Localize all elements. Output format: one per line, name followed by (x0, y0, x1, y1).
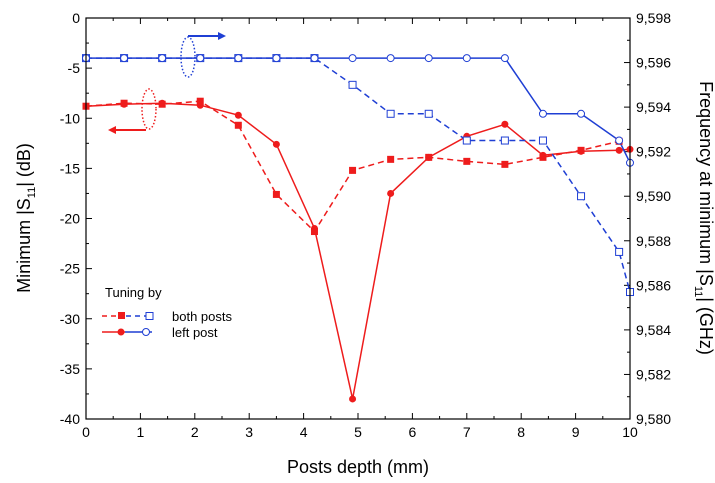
y-axis-right-title: Frequency at minimum |S11| (GHz) (692, 81, 715, 355)
data-point-both-posts-freq (615, 247, 624, 256)
legend-label-left-post: left post (172, 325, 218, 340)
data-point-both-posts-s11 (196, 97, 204, 105)
data-point-left-post-s11 (387, 189, 395, 197)
data-point-left-post-freq (348, 54, 357, 63)
data-point-both-posts-freq (386, 109, 395, 118)
data-point-left-post-freq (577, 109, 586, 118)
data-point-left-post-s11 (196, 101, 204, 109)
y-left-tick-label: -20 (60, 211, 80, 227)
legend-label-both-posts: both posts (172, 309, 232, 324)
legend-swatch-left-post-s11 (117, 328, 125, 336)
data-point-left-post-s11 (349, 395, 357, 403)
x-tick-label: 3 (245, 424, 253, 440)
series-line-left-post-s11 (85, 102, 631, 400)
y-left-tick-label: 0 (72, 10, 80, 26)
y-right-tick-label: 9,580 (636, 411, 671, 427)
data-point-both-posts-s11 (272, 190, 280, 198)
data-point-both-posts-s11 (349, 166, 357, 174)
series-line-both-posts-s11 (85, 100, 620, 233)
data-point-left-post-s11 (272, 140, 280, 148)
y-right-tick-label: 9,590 (636, 188, 671, 204)
data-point-left-post-s11 (158, 99, 166, 107)
data-point-both-posts-freq (424, 109, 433, 118)
x-tick-label: 2 (191, 424, 199, 440)
legend: Tuning by both posts left post (102, 285, 232, 340)
x-tick-label: 7 (463, 424, 471, 440)
legend-swatch-both-posts-freq (145, 312, 154, 320)
data-point-left-post-freq (234, 54, 243, 63)
data-point-left-post-s11 (615, 146, 623, 154)
data-point-left-post-freq (196, 54, 205, 63)
y-left-tick-label: -30 (60, 311, 80, 327)
y-left-tick-label: -15 (60, 160, 80, 176)
x-tick-label: 8 (517, 424, 525, 440)
data-point-both-posts-freq (538, 136, 547, 145)
data-point-both-posts-freq (462, 136, 471, 145)
y-left-tick-label: -5 (68, 60, 81, 76)
y-right-tick-label: 9,596 (636, 55, 671, 71)
y-right-tick-label: 9,586 (636, 277, 671, 293)
y-left-tick-label: -35 (60, 361, 80, 377)
legend-title: Tuning by (105, 285, 162, 300)
left-axis-indicator (108, 88, 157, 134)
data-point-left-post-freq (272, 54, 281, 63)
y-left-tick-label: -25 (60, 261, 80, 277)
data-point-left-post-freq (120, 54, 129, 63)
y-left-tick-label: -10 (60, 110, 80, 126)
series-line-both-posts-freq (86, 57, 631, 293)
y-left-tick-label: -40 (60, 411, 80, 427)
y-right-tick-label: 9,594 (636, 99, 671, 115)
data-point-left-post-s11 (501, 120, 509, 128)
data-point-left-post-freq (424, 54, 433, 63)
legend-entry-left-post: left post (102, 325, 218, 340)
x-axis-title: Posts depth (mm) (287, 457, 429, 477)
y-right-tick-label: 9,598 (636, 10, 671, 26)
data-point-both-posts-s11 (501, 160, 509, 168)
y-right-tick-label: 9,588 (636, 233, 671, 249)
data-point-left-post-s11 (539, 151, 547, 159)
x-tick-label: 9 (572, 424, 580, 440)
data-point-left-post-freq (500, 54, 509, 63)
plot-frame (85, 17, 631, 420)
data-point-both-posts-freq (500, 136, 509, 145)
data-point-left-post-s11 (577, 147, 585, 155)
data-point-both-posts-s11 (387, 155, 395, 163)
blue-dotted-ellipse (180, 36, 196, 78)
legend-swatch-both-posts-s11 (118, 312, 125, 319)
data-point-both-posts-s11 (234, 121, 242, 129)
data-point-both-posts-freq (348, 80, 357, 89)
data-point-left-post-s11 (425, 153, 433, 161)
y-right-tick-label: 9,582 (636, 366, 671, 382)
data-point-left-post-s11 (310, 225, 318, 233)
right-axis-indicator (180, 32, 226, 78)
data-point-left-post-s11 (120, 100, 128, 108)
x-tick-label: 5 (354, 424, 362, 440)
y-right-tick-label: 9,584 (636, 322, 671, 338)
x-tick-label: 4 (300, 424, 308, 440)
data-point-left-post-freq (538, 109, 547, 118)
red-dotted-ellipse (141, 88, 157, 130)
y-right-tick-label: 9,592 (636, 144, 671, 160)
x-tick-label: 1 (137, 424, 145, 440)
data-point-left-post-freq (615, 136, 624, 145)
data-point-both-posts-freq (577, 192, 586, 201)
data-point-left-post-freq (386, 54, 395, 63)
legend-swatch-left-post-freq (142, 328, 150, 336)
data-point-left-post-freq (310, 54, 319, 63)
data-point-both-posts-s11 (463, 157, 471, 165)
legend-entry-both-posts: both posts (102, 309, 232, 324)
x-tick-label: 6 (409, 424, 417, 440)
data-point-left-post-freq (158, 54, 167, 63)
data-point-left-post-s11 (234, 111, 242, 119)
data-point-left-post-freq (462, 54, 471, 63)
x-tick-label: 10 (622, 424, 638, 440)
y-axis-left-title: Minimum |S11| (dB) (14, 143, 38, 293)
x-tick-label: 0 (82, 424, 90, 440)
